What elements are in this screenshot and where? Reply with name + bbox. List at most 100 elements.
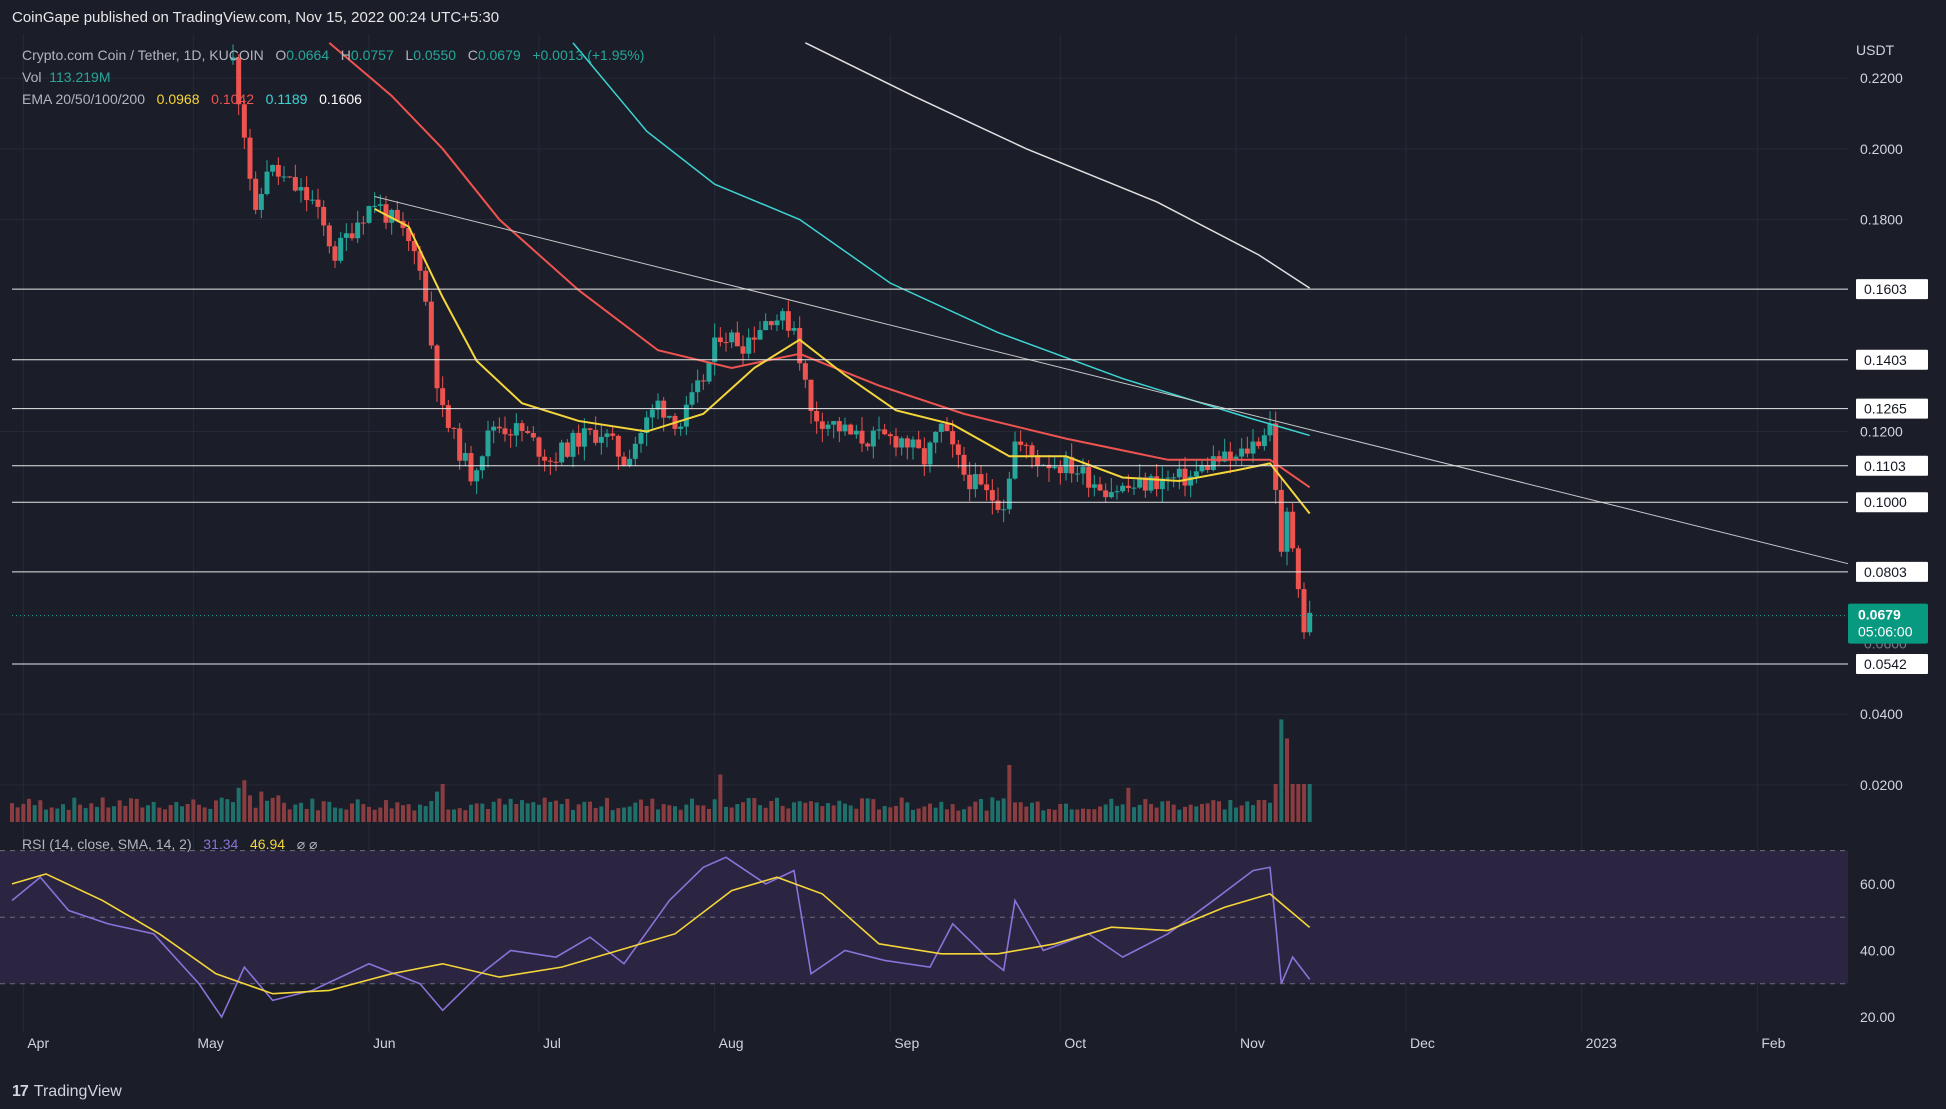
- candle-body: [1273, 423, 1279, 490]
- volume-bar: [225, 799, 230, 822]
- candle-body: [683, 404, 689, 427]
- rsi-line: [11, 856, 1311, 1019]
- volume-label[interactable]: Vol: [22, 69, 42, 85]
- chart-legend: Crypto.com Coin / Tether, 1D, KUCOIN O 0.…: [22, 44, 644, 110]
- candle-body: [615, 435, 621, 457]
- volume-bar: [837, 800, 842, 822]
- volume-bar: [259, 791, 264, 822]
- volume-bar: [639, 799, 643, 822]
- volume-row: Vol 113.219M: [22, 66, 644, 88]
- rsi-legend: RSI (14, close, SMA, 14, 2) 31.34 46.94 …: [22, 836, 317, 853]
- symbol-name[interactable]: Crypto.com Coin / Tether, 1D, KUCOIN: [22, 47, 264, 63]
- candle-body: [1052, 466, 1058, 469]
- candle-body: [972, 474, 978, 490]
- candle-body: [632, 443, 638, 459]
- candle-body: [649, 409, 655, 418]
- volume-bar: [1205, 803, 1210, 822]
- volume-bar: [1262, 800, 1267, 822]
- volume-bar: [486, 809, 490, 822]
- candle-body: [689, 392, 695, 405]
- volume-bar: [1302, 784, 1306, 822]
- candle-body: [876, 429, 882, 431]
- volume-bar: [1211, 800, 1216, 822]
- candle-body: [1091, 484, 1097, 488]
- volume-bar: [327, 801, 332, 822]
- candle-body: [1018, 441, 1024, 445]
- volume-bar: [803, 802, 808, 822]
- y-tick-label-0: 0.2200: [1860, 70, 1903, 86]
- volume-bar: [270, 797, 275, 822]
- volume-bar: [797, 801, 802, 822]
- candle-body: [785, 311, 791, 331]
- volume-bar: [446, 809, 451, 822]
- candle-body: [1250, 441, 1256, 454]
- level-tag-label-0: 0.1603: [1864, 281, 1907, 297]
- volume-bar: [650, 798, 655, 822]
- volume-bar: [1177, 809, 1182, 822]
- high-value: 0.0757: [350, 47, 394, 63]
- volume-bar: [55, 808, 60, 822]
- rsi-label[interactable]: RSI (14, close, SMA, 14, 2): [22, 836, 192, 852]
- volume-bar: [769, 800, 774, 822]
- volume-bar: [333, 807, 337, 822]
- volume-bar: [429, 801, 434, 822]
- volume-bar: [27, 798, 31, 822]
- volume-bar: [1285, 738, 1289, 822]
- volume-bar: [78, 804, 82, 822]
- volume-bar: [1132, 807, 1136, 822]
- y-tick-label-4: 0.0400: [1860, 706, 1903, 722]
- volume-bar: [304, 808, 309, 822]
- volume-bar: [831, 805, 836, 822]
- candle-body: [995, 500, 1001, 510]
- candle-body: [717, 337, 723, 343]
- volume-bar: [933, 807, 938, 822]
- volume-bar: [163, 809, 167, 822]
- volume-bar: [1115, 805, 1119, 822]
- volume-bar: [916, 808, 921, 822]
- volume-bar: [1239, 805, 1244, 822]
- volume-bar: [746, 797, 751, 822]
- volume-bar: [894, 805, 898, 822]
- candle-body: [326, 225, 332, 247]
- candle-body: [842, 424, 848, 432]
- volume-bar: [1120, 804, 1125, 822]
- volume-bar: [1251, 805, 1255, 822]
- candle-body: [513, 423, 519, 436]
- level-tag-label-3: 0.1103: [1864, 458, 1906, 474]
- volume-bar: [401, 805, 405, 822]
- tradingview-brand: TradingView: [33, 1083, 122, 1100]
- volume-bar: [820, 806, 825, 822]
- candle-body: [1171, 477, 1177, 479]
- volume-bar: [588, 801, 592, 822]
- volume-bar: [140, 807, 145, 822]
- candle-body: [559, 442, 565, 463]
- volume-bar: [491, 801, 496, 822]
- volume-bar: [1030, 802, 1034, 822]
- volume-bar: [599, 806, 604, 822]
- candle-body: [587, 428, 593, 430]
- ema-label[interactable]: EMA 20/50/100/200: [22, 91, 145, 107]
- volume-bar: [712, 799, 717, 822]
- level-tag-4: [1856, 492, 1928, 513]
- candle-body: [1023, 444, 1029, 446]
- candle-body: [797, 327, 803, 364]
- level-tag-6: [1856, 654, 1928, 675]
- candle-body: [1222, 451, 1228, 462]
- volume-bar: [372, 809, 377, 822]
- volume-bar: [276, 795, 281, 822]
- candle-body: [1125, 485, 1131, 488]
- ema100-line: [572, 42, 1310, 437]
- candle-body: [406, 227, 412, 242]
- countdown-label: 05:06:00: [1858, 624, 1913, 640]
- open-label: O: [275, 47, 287, 63]
- tradingview-logo[interactable]: 17 TradingView: [12, 1083, 122, 1101]
- level-tag-label-4: 0.1000: [1864, 494, 1907, 510]
- candle-body: [768, 321, 774, 326]
- volume-bar: [83, 808, 88, 822]
- candle-body: [564, 442, 570, 457]
- volume-bar: [1035, 801, 1040, 822]
- volume-bars: [10, 719, 1312, 822]
- candle-body: [746, 337, 752, 354]
- volume-bar: [367, 806, 371, 822]
